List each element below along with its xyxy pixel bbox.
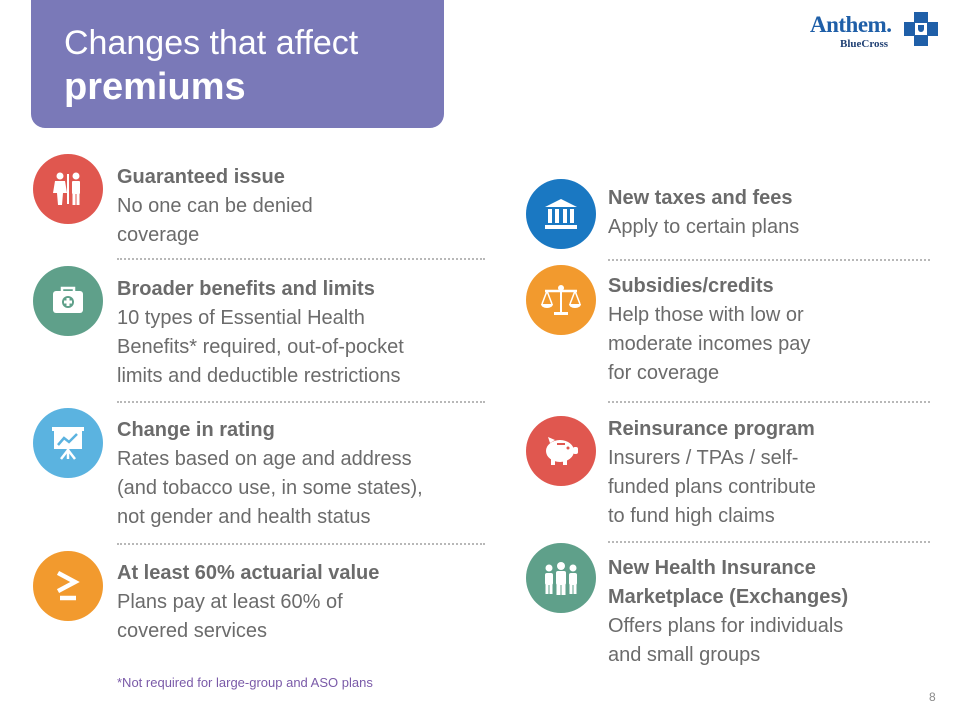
divider <box>117 401 485 403</box>
divider <box>117 543 485 545</box>
logo-name: Anthem. <box>810 12 892 37</box>
item-title: Broader benefits and limits <box>117 278 375 300</box>
title-banner: Changes that affect premiums <box>31 0 444 128</box>
page-number: 8 <box>929 690 936 704</box>
presentation-board-icon <box>33 408 103 478</box>
footnote: *Not required for large-group and ASO pl… <box>117 675 373 690</box>
piggy-bank-icon <box>526 416 596 486</box>
balance-scale-icon <box>526 265 596 335</box>
item-desc: Offers plans for individuals and small g… <box>608 615 844 666</box>
restroom-people-icon <box>33 154 103 224</box>
greater-than-or-equal-icon <box>33 551 103 621</box>
right-item-reinsurance: Reinsurance program Insurers / TPAs / se… <box>608 415 816 531</box>
divider <box>608 401 930 403</box>
item-title: Change in rating <box>117 419 275 441</box>
left-item-change-in-rating: Change in rating Rates based on age and … <box>117 416 423 532</box>
item-desc: Rates based on age and address (and toba… <box>117 448 423 528</box>
left-item-guaranteed-issue: Guaranteed issue No one can be denied co… <box>117 163 313 250</box>
divider <box>117 258 485 260</box>
page-title-line2: premiums <box>64 66 246 108</box>
item-title: New taxes and fees <box>608 187 793 209</box>
item-desc: 10 types of Essential Health Benefits* r… <box>117 307 404 387</box>
item-title: Guaranteed issue <box>117 166 285 188</box>
right-item-taxes-fees: New taxes and fees Apply to certain plan… <box>608 184 799 242</box>
anthem-logo: Anthem. BlueCross <box>810 10 940 50</box>
group-people-icon <box>526 543 596 613</box>
left-item-broader-benefits: Broader benefits and limits 10 types of … <box>117 275 404 391</box>
divider <box>608 259 930 261</box>
item-title: At least 60% actuarial value <box>117 562 380 584</box>
item-title: New Health Insurance Marketplace (Exchan… <box>608 557 849 608</box>
item-desc: Plans pay at least 60% of covered servic… <box>117 591 343 642</box>
medical-bag-icon <box>33 266 103 336</box>
logo-sub: BlueCross <box>840 38 889 50</box>
right-item-subsidies: Subsidies/credits Help those with low or… <box>608 272 810 388</box>
right-item-marketplace: New Health Insurance Marketplace (Exchan… <box>608 554 848 670</box>
page-title-line1: Changes that affect <box>64 24 359 62</box>
bank-building-icon <box>526 179 596 249</box>
blue-cross-shield-icon <box>904 12 938 46</box>
item-desc: Insurers / TPAs / self- funded plans con… <box>608 447 816 527</box>
item-title: Subsidies/credits <box>608 275 774 297</box>
left-item-actuarial-value: At least 60% actuarial value Plans pay a… <box>117 559 379 646</box>
item-desc: Help those with low or moderate incomes … <box>608 304 811 384</box>
item-desc: Apply to certain plans <box>608 216 800 238</box>
item-desc: No one can be denied coverage <box>117 195 313 246</box>
divider <box>608 541 930 543</box>
item-title: Reinsurance program <box>608 418 815 440</box>
